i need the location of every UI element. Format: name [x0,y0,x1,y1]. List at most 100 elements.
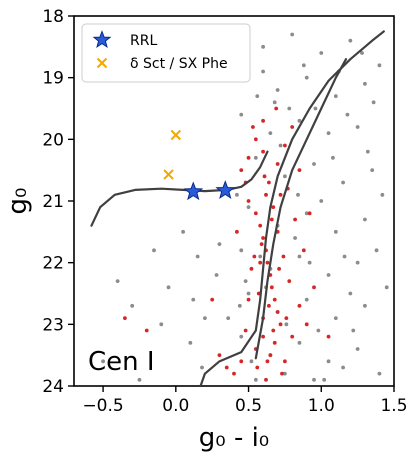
field-point-24 [333,229,338,234]
members-point-65 [259,242,264,247]
field-point-11 [239,112,244,117]
field-point-19 [341,180,345,185]
field-point-41 [253,377,258,382]
x-tick-label-4: 1.5 [380,396,407,416]
field-point-54 [345,112,350,117]
members-point-57 [297,168,302,173]
y-tick-label-3: 21 [42,192,64,212]
field-point-31 [246,291,251,296]
field-point-3 [319,51,324,55]
x-tick-label-3: 1.0 [308,396,335,416]
members-point-55 [284,316,289,321]
members-point-25 [271,205,276,210]
dsct-marker-1 [163,169,174,180]
field-point-57 [316,328,321,333]
legend: RRL δ Sct / SX Phe [81,23,251,83]
field-point-94 [191,297,196,302]
members-point-54 [267,303,271,308]
members-point-29 [290,125,295,129]
field-point-40 [355,347,360,351]
y-axis-ticks: 18 19 20 21 22 23 24 [42,7,74,397]
field-point-87 [137,377,142,382]
dsct-marker-0 [170,129,182,141]
members-point-14 [275,310,280,314]
members-point-35 [232,371,236,376]
field-point-85 [166,285,171,290]
field-point-55 [249,359,254,364]
field-point-93 [152,248,156,253]
field-point-92 [217,242,222,247]
members-point-20 [290,334,295,339]
x-tick-label-0: −0.5 [82,396,123,416]
field-point-71 [284,322,289,327]
field-point-60 [293,236,297,240]
field-point-47 [243,279,248,284]
field-point-33 [304,297,309,302]
field-point-9 [333,94,338,99]
field-point-91 [200,365,204,370]
members-point-22 [287,279,292,284]
field-point-39 [326,359,331,364]
members-point-33 [243,328,248,333]
members-point-63 [326,334,331,339]
members-point-66 [262,174,267,179]
members-point-44 [264,377,268,382]
members-point-37 [304,322,309,327]
field-point-25 [363,217,367,222]
field-point-64 [258,254,263,259]
field-point-68 [331,155,335,160]
members-point-10 [265,260,270,265]
field-point-20 [370,168,375,173]
members-point-7 [258,223,263,228]
cluster-name-label: Cen I [88,347,155,377]
field-point-76 [296,192,300,197]
members-point-48 [277,266,281,271]
members-point-67 [278,192,283,197]
field-point-69 [371,100,376,105]
members-point-16 [261,334,265,339]
field-point-77 [322,377,327,382]
rrl-star-marker-0 [183,181,204,201]
field-point-21 [246,205,251,210]
members-point-19 [283,359,287,364]
field-point-26 [239,248,244,253]
field-point-50 [319,199,324,203]
members-point-68 [252,254,257,259]
y-tick-label-2: 20 [42,130,64,150]
legend-x-marker [96,57,108,69]
field-point-82 [101,359,105,364]
members-point-3 [261,118,265,123]
field-point-10 [363,81,367,86]
field-point-5 [377,63,382,68]
members-point-43 [280,371,284,376]
members-point-2 [253,137,258,142]
field-point-62 [384,285,389,290]
members-point-15 [278,322,283,327]
y-tick-label-5: 23 [42,315,64,335]
members-point-21 [297,303,302,308]
field-point-90 [115,279,120,284]
field-point-70 [237,303,242,308]
field-point-84 [203,316,207,321]
field-stars [101,26,389,382]
field-point-53 [301,63,306,68]
field-point-89 [214,273,219,277]
isochrone-secondary [254,58,348,360]
legend-label-1: δ Sct / SX Phe [130,56,228,72]
field-point-29 [326,273,331,277]
x-tick-label-1: 0.0 [162,396,189,416]
field-point-75 [255,94,260,99]
legend-star-marker [92,30,112,49]
members-point-46 [246,297,251,302]
field-point-67 [272,100,277,105]
field-point-95 [226,316,231,321]
y-tick-label-1: 19 [42,69,64,89]
field-point-7 [275,88,280,92]
variable-stars [163,129,236,201]
members-point-38 [312,285,316,290]
members-point-62 [210,297,215,302]
field-point-2 [290,32,295,37]
x-tick-label-2: 0.5 [235,396,262,416]
members-point-5 [246,199,251,203]
field-point-14 [326,131,331,136]
